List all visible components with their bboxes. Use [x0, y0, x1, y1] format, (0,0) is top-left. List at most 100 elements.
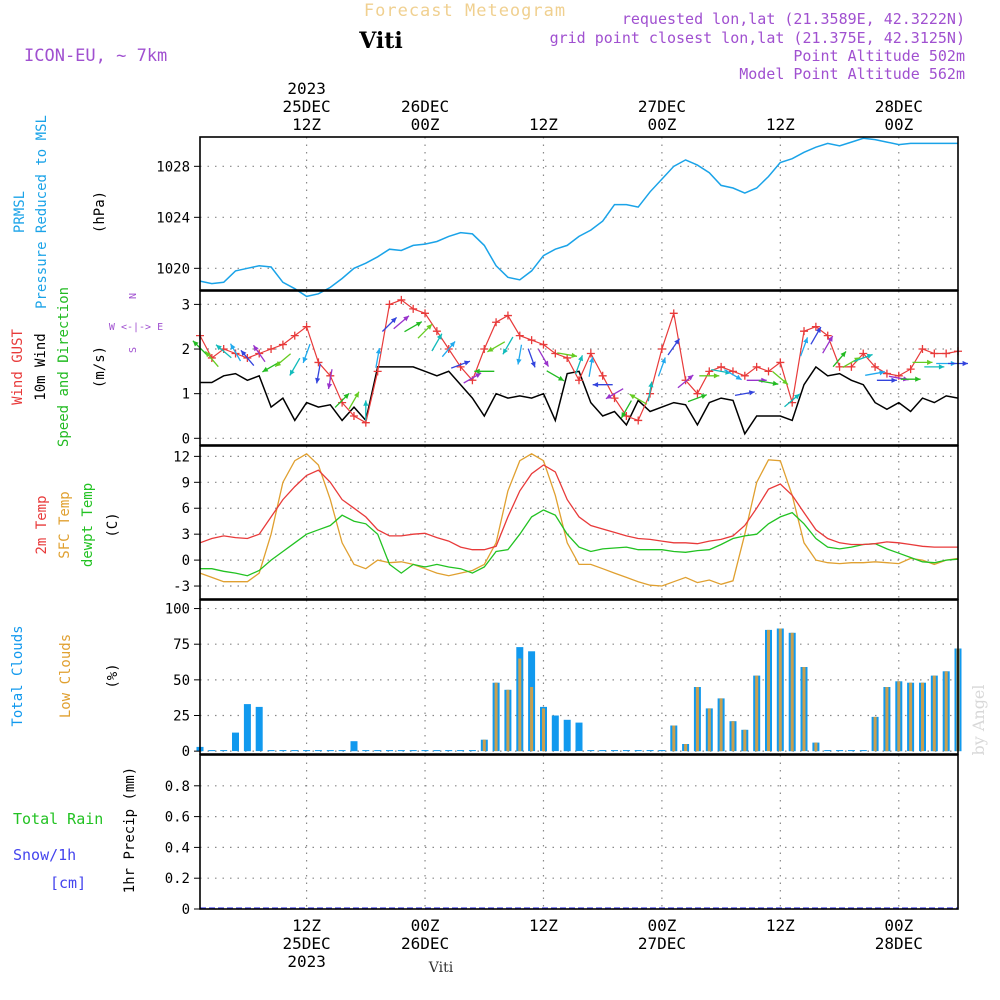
gust-marker [681, 376, 690, 385]
gust-marker [906, 365, 915, 374]
wind-direction-arrowhead [558, 375, 564, 381]
temp-panel-labels: 2m Temp SFC Temp dewpt Temp (C) [34, 483, 121, 567]
top-time-label: 00Z [647, 115, 676, 134]
low-cloud-bar [482, 739, 486, 752]
total-cloud-bar [374, 750, 382, 752]
precip-panel-frame [199, 754, 959, 910]
precip-ytick-label: 0.8 [165, 779, 190, 795]
pressure-panel-labels: PRMSL Pressure Reduced to MSL (hPa) [12, 115, 108, 309]
clouds-ytick-label: 75 [173, 637, 190, 653]
gust-marker [421, 309, 430, 318]
total-cloud-bar [824, 750, 832, 752]
wind-direction-arrowhead [605, 393, 612, 399]
gust-marker [586, 349, 595, 358]
bottom-time-label: 00Z [411, 916, 440, 935]
gust-marker [385, 300, 394, 309]
bottom-time-label: 25DEC [283, 934, 331, 953]
wind-direction-arrowhead [927, 359, 933, 365]
wind-direction-arrowhead [415, 321, 422, 327]
cloud-label-1: Total Clouds [10, 625, 26, 726]
wind-direction-arrowhead [735, 374, 742, 380]
gust-marker [764, 367, 773, 376]
cloud-panel-labels: Total Clouds Low Clouds (%) [10, 625, 121, 726]
total-cloud-bar [457, 750, 465, 752]
clouds-ytick-label: 25 [173, 709, 190, 725]
clouds-ytick-label: 100 [165, 602, 190, 618]
clouds-ytick-label: 0 [182, 744, 190, 760]
total-cloud-bar [220, 750, 228, 752]
precip-ytick-label: 0 [182, 902, 190, 918]
credit-watermark: by Angel [969, 684, 988, 755]
low-cloud-bar [932, 675, 936, 752]
gust-marker [314, 358, 323, 367]
wind-direction-arrowhead [915, 376, 921, 382]
precip-unit: 1hr Precip (mm) [122, 767, 138, 893]
temperature-ytick-label: 0 [182, 553, 190, 569]
precip-label-snow: Snow/1h [13, 846, 76, 864]
wind-speed-line [200, 365, 959, 436]
gust-marker [823, 331, 832, 340]
low-cloud-bar [494, 682, 498, 752]
gust-marker [871, 362, 880, 371]
temperature-ytick-label: 9 [182, 475, 190, 491]
gust-marker [705, 367, 714, 376]
cloud-label-2: Low Clouds [58, 634, 74, 718]
low-cloud-bar [731, 721, 735, 752]
wind-direction-arrowhead [815, 327, 821, 333]
total-cloud-bar [646, 750, 654, 752]
gust-marker [302, 322, 311, 331]
wind-panel-frame [199, 290, 959, 446]
bottom-time-label: 12Z [529, 916, 558, 935]
gust-marker [847, 362, 856, 371]
wind-direction-arrowhead [464, 360, 470, 366]
point-altitude: Point Altitude 502m [793, 47, 965, 65]
top-time-label: 27DEC [638, 97, 686, 116]
total-cloud-bar [314, 750, 322, 752]
wind-direction-arrowhead [543, 360, 549, 367]
wind-direction-arrowhead [230, 343, 236, 350]
wind-direction-arrowhead [475, 373, 482, 378]
precip-ytick-label: 0.6 [165, 810, 190, 826]
low-cloud-bar [921, 682, 924, 752]
top-time-label: 12Z [292, 115, 321, 134]
pressure-unit: (hPa) [92, 191, 108, 233]
top-time-label: 2023 [287, 79, 326, 98]
gust-marker [776, 358, 785, 367]
gust-marker [563, 353, 572, 362]
temperature-ytick-label: -3 [173, 579, 190, 595]
wind-direction-arrowhead [674, 338, 680, 345]
wind-label-2: 10m Wind [33, 333, 49, 400]
temperature-ytick-label: 12 [173, 449, 190, 465]
total-cloud-bar [326, 750, 334, 752]
low-cloud-bar [909, 682, 913, 752]
data-layer [192, 137, 968, 909]
wind-direction-arrowhead [840, 351, 846, 358]
wind-direction-arrowhead [390, 317, 397, 324]
wind-panel-labels: Wind GUST 10m Wind Speed and Direction (… [10, 287, 163, 447]
total-cloud-bar [421, 750, 429, 752]
wind-direction-arrowhead [192, 340, 199, 347]
compass-north: N [128, 293, 139, 299]
total-cloud-bar [611, 750, 618, 752]
wind-direction-arrowhead [687, 375, 694, 381]
low-cloud-bar [518, 658, 522, 752]
gust-marker [480, 345, 489, 354]
compass-we: W <-|-> E [109, 322, 163, 333]
low-cloud-bar [767, 629, 770, 752]
total-cloud-bar [468, 750, 476, 752]
wind-direction-arrowhead [205, 351, 211, 358]
requested-coords: requested lon,lat (21.3589E, 42.3222N) [622, 10, 965, 28]
temperature-ytick-label: 3 [182, 527, 190, 543]
wind-direction-arrowhead [436, 333, 442, 340]
total-cloud-bar [836, 750, 844, 752]
cloud-unit: (%) [105, 663, 121, 688]
gust-marker [527, 336, 536, 345]
total-cloud-bar [658, 750, 666, 752]
wind-direction-arrowhead [827, 335, 833, 342]
low-cloud-bar [707, 708, 711, 752]
total-cloud-bar [386, 750, 393, 752]
low-cloud-bar [778, 628, 782, 752]
low-cloud-bar [743, 729, 747, 752]
gust-marker [503, 311, 512, 320]
